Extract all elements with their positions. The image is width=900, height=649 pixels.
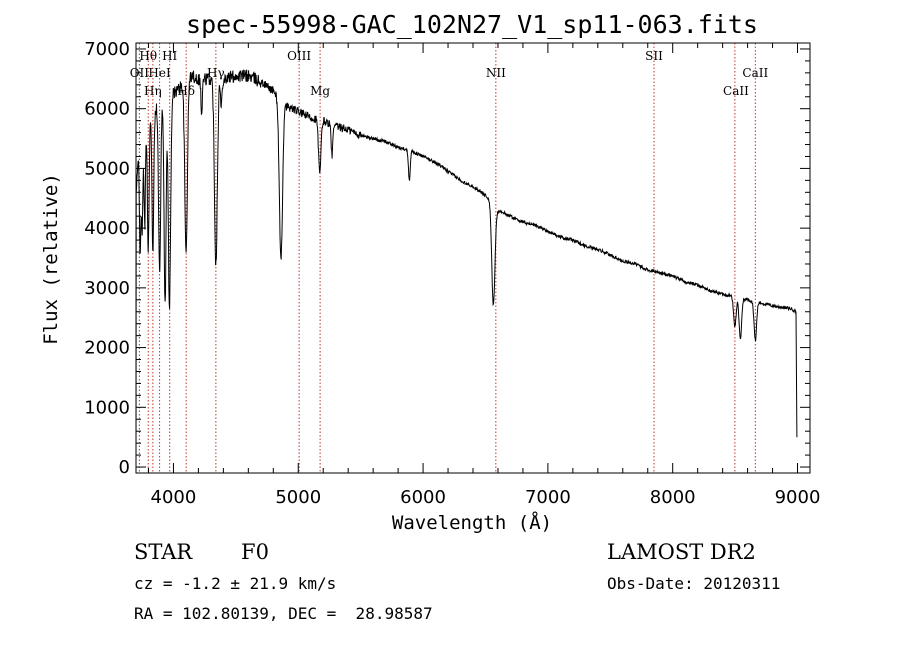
survey-name: LAMOST DR2 xyxy=(607,540,756,564)
obs-date: Obs-Date: 20120311 xyxy=(607,574,781,593)
y-tick-label: 0 xyxy=(119,457,130,478)
line-marker-label: Hη xyxy=(144,84,162,98)
object-class: STAR xyxy=(134,540,193,564)
line-marker-label: Mg xyxy=(310,84,330,98)
plot-frame xyxy=(135,42,811,474)
line-marker-label: SII xyxy=(645,49,663,63)
line-marker-label: HeI xyxy=(148,66,171,80)
line-marker-label: Hγ xyxy=(207,66,225,80)
y-tick-label: 2000 xyxy=(84,338,130,359)
coordinates: RA = 102.80139, DEC = 28.98587 xyxy=(134,604,433,623)
line-marker-label: CaII xyxy=(723,84,749,98)
y-tick-label: 7000 xyxy=(84,39,130,60)
x-tick-label: 6000 xyxy=(400,487,446,508)
x-tick-label: 7000 xyxy=(525,487,571,508)
line-marker-label: HI xyxy=(162,49,177,63)
spectrum-series xyxy=(135,69,798,468)
y-tick-label: 6000 xyxy=(84,99,130,120)
line-marker-label: CaII xyxy=(742,66,768,80)
y-axis-label: Flux (relative) xyxy=(40,173,62,345)
x-axis-label: Wavelength (Å) xyxy=(392,511,552,534)
object-subclass: F0 xyxy=(241,540,269,564)
y-tick-label: 1000 xyxy=(84,397,130,418)
line-marker-label: NII xyxy=(486,66,506,80)
line-marker-label: Hθ xyxy=(139,49,157,63)
x-axis: 4000 5000 6000 7000 8000 9000 xyxy=(147,43,821,508)
spectrum-line xyxy=(135,69,798,468)
x-tick-label: 9000 xyxy=(775,487,821,508)
line-marker-label: OIII xyxy=(287,49,311,63)
x-tick-label: 4000 xyxy=(151,487,197,508)
y-axis: 0 1000 2000 3000 4000 5000 6000 7000 xyxy=(84,39,810,478)
y-tick-label: 3000 xyxy=(84,278,130,299)
y-tick-label: 4000 xyxy=(84,218,130,239)
x-tick-label: 5000 xyxy=(275,487,321,508)
chart-title: spec-55998-GAC_102N27_V1_sp11-063.fits xyxy=(186,10,758,39)
redshift-info: cz = -1.2 ± 21.9 km/s xyxy=(134,574,337,593)
y-tick-label: 5000 xyxy=(84,158,130,179)
x-tick-label: 8000 xyxy=(650,487,696,508)
